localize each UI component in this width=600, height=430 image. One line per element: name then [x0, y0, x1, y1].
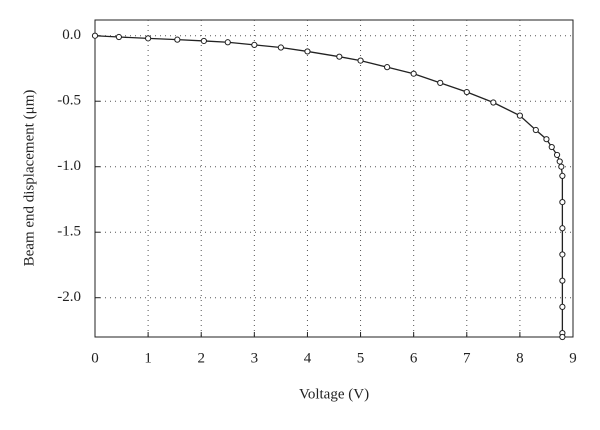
data-point — [463, 88, 470, 96]
x-tick-label: 5 — [357, 350, 365, 366]
data-point — [336, 53, 343, 60]
x-tick-label: 3 — [251, 350, 259, 366]
data-point — [559, 333, 566, 341]
x-tick-label: 8 — [516, 350, 524, 366]
data-point — [91, 32, 99, 39]
x-tick-label: 1 — [144, 350, 152, 366]
data-point — [556, 158, 563, 165]
x-tick-label: 7 — [463, 350, 471, 366]
data-point — [357, 57, 364, 64]
y-tick-label: -1.5 — [57, 224, 81, 240]
data-point — [543, 136, 550, 143]
data-point — [304, 48, 311, 55]
data-point — [558, 163, 565, 170]
x-tick-label: 6 — [410, 350, 418, 366]
data-point — [410, 70, 417, 77]
data-point — [277, 44, 284, 51]
data-point — [559, 303, 566, 310]
data-point — [553, 151, 561, 159]
x-tick-label: 0 — [91, 350, 99, 366]
data-point — [490, 99, 497, 106]
data-point — [200, 37, 207, 45]
data-point — [559, 172, 566, 179]
data-point — [145, 35, 152, 42]
data-point — [384, 64, 391, 71]
data-point — [559, 251, 566, 258]
y-axis-label: Beam end displacement (μm) — [21, 90, 37, 267]
x-axis-label: Voltage (V) — [299, 386, 369, 402]
data-point — [224, 39, 231, 46]
data-point — [532, 126, 539, 134]
data-point — [559, 225, 566, 232]
y-tick-label: -1.0 — [57, 158, 81, 174]
y-tick-label: -0.5 — [57, 93, 81, 109]
data-point — [251, 41, 258, 48]
data-point — [115, 33, 123, 41]
y-tick-label: 0.0 — [62, 27, 81, 43]
data-point — [516, 112, 523, 119]
data-point — [559, 198, 566, 206]
data-point — [437, 79, 444, 86]
x-tick-label: 2 — [197, 350, 205, 366]
data-point — [548, 143, 555, 151]
x-tick-label: 4 — [304, 350, 312, 366]
data-point — [559, 277, 566, 284]
plot-frame — [94, 19, 574, 338]
y-tick-label: -2.0 — [57, 289, 81, 305]
data-point — [174, 36, 181, 43]
x-tick-label: 9 — [569, 350, 577, 366]
series-line — [94, 35, 564, 337]
